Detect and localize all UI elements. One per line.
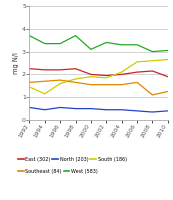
Legend: Southeast (84), West (583): Southeast (84), West (583) — [18, 169, 98, 174]
Y-axis label: mg N/l: mg N/l — [13, 52, 19, 74]
